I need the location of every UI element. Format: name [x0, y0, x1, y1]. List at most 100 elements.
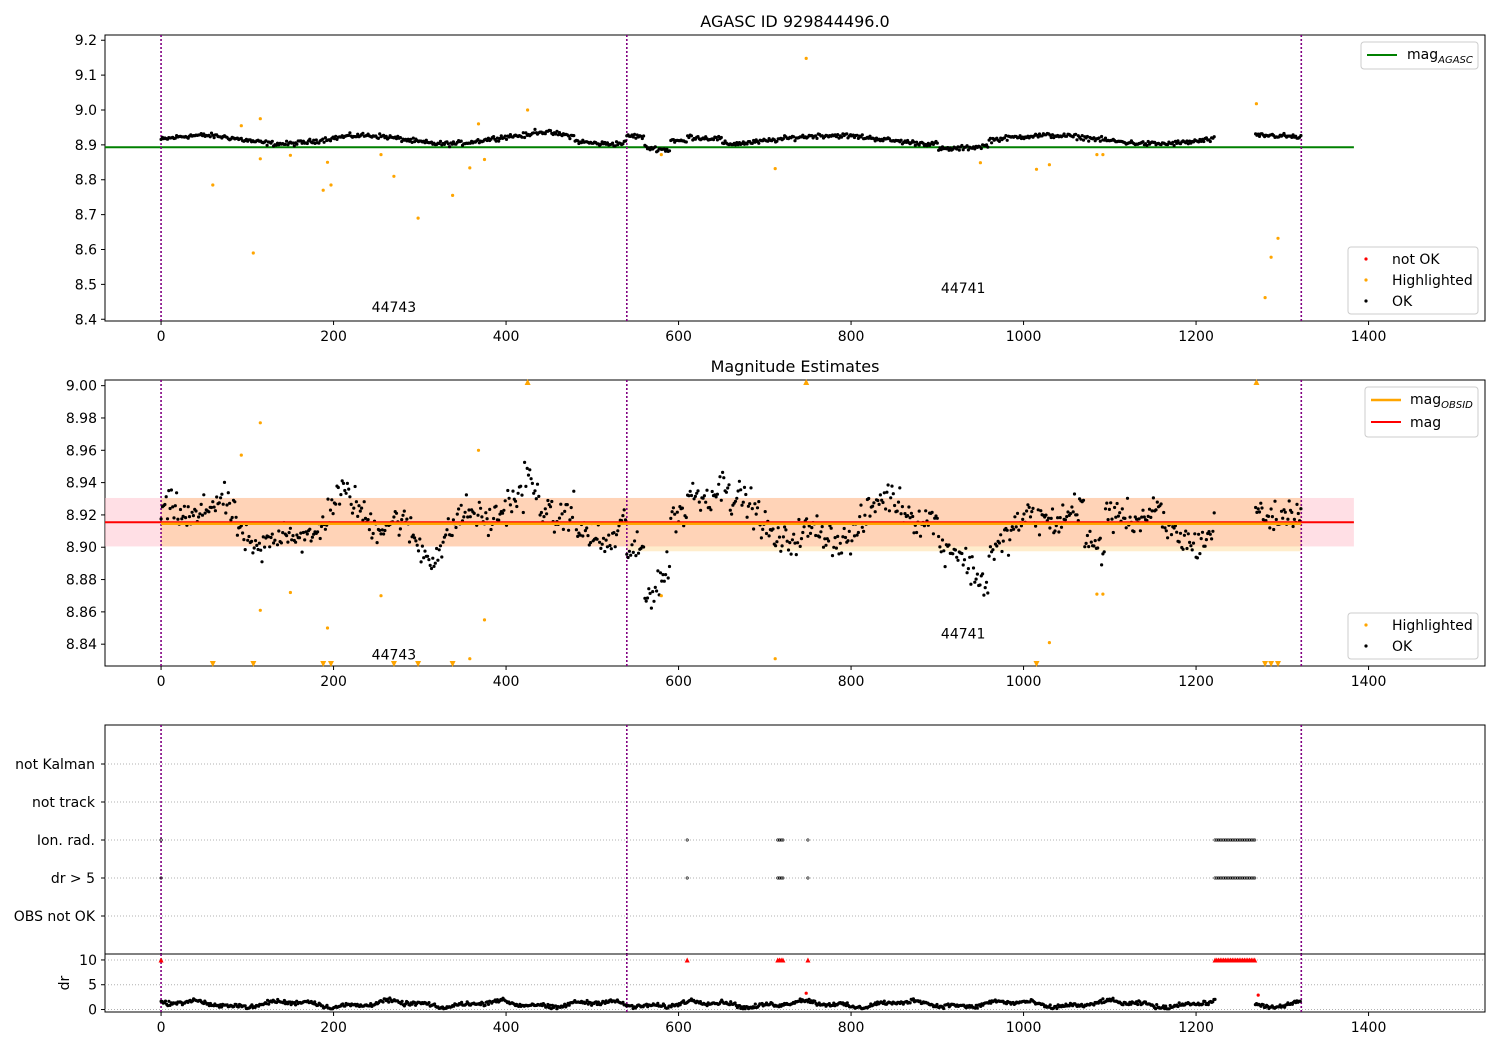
ok-point	[966, 567, 971, 571]
ok-point	[912, 531, 916, 535]
highlighted-point	[482, 157, 487, 162]
ok-point	[401, 513, 405, 517]
ok-point	[1049, 135, 1053, 140]
flag-point	[1241, 838, 1245, 842]
ok-point	[794, 553, 798, 557]
ok-point	[164, 495, 168, 499]
ok-point	[583, 529, 588, 533]
ok-point	[764, 531, 769, 536]
ok-point	[354, 135, 358, 139]
ok-point	[722, 476, 726, 480]
ok-point	[1208, 139, 1212, 144]
ok-point	[704, 500, 708, 504]
ok-point	[1212, 135, 1216, 139]
dr-point	[973, 1006, 977, 1010]
ok-point	[394, 511, 399, 515]
ok-point	[873, 510, 877, 514]
ok-point	[863, 513, 867, 517]
ok-point	[777, 535, 782, 539]
ok-point	[935, 141, 939, 145]
ok-point	[882, 491, 886, 495]
x-tick-label: 200	[320, 329, 347, 345]
ok-point	[256, 547, 260, 552]
ok-point	[1207, 530, 1211, 534]
ok-point	[1034, 524, 1038, 528]
legend-label-ok-2: OK	[1392, 639, 1413, 655]
flag-point	[1222, 876, 1226, 880]
ok-point	[414, 539, 418, 543]
ok-point	[599, 142, 603, 146]
ok-point	[872, 501, 876, 505]
ok-point	[671, 506, 676, 510]
dr-point	[1261, 1003, 1265, 1007]
ok-point	[438, 139, 443, 143]
ok-point	[684, 140, 688, 144]
flag-point	[1234, 876, 1238, 880]
ok-point	[911, 514, 915, 519]
ok-point	[653, 145, 657, 149]
highlighted-point	[476, 122, 481, 126]
ok-point	[971, 566, 976, 570]
ok-point	[956, 145, 960, 149]
ok-point	[1085, 533, 1089, 538]
ok-point	[507, 135, 511, 139]
ok-point	[464, 493, 468, 497]
ok-point	[1098, 536, 1102, 540]
dr-point	[400, 999, 404, 1004]
ok-point	[1269, 507, 1273, 511]
ok-point	[859, 503, 863, 507]
ok-point	[614, 140, 619, 144]
highlighted-marker-down	[1033, 661, 1040, 667]
ok-point	[1154, 508, 1158, 512]
ok-point	[202, 493, 206, 497]
dr-point	[1201, 1002, 1205, 1006]
ok-point	[503, 134, 507, 138]
dr-point	[974, 1003, 978, 1007]
ok-point	[416, 549, 421, 553]
ok-point	[730, 512, 734, 516]
ok-point	[341, 481, 346, 485]
ok-point	[1050, 133, 1055, 137]
ok-point	[260, 560, 264, 564]
ok-point	[752, 527, 756, 531]
ok-point	[786, 548, 791, 552]
ok-point	[181, 514, 185, 519]
ok-point	[1146, 514, 1150, 519]
ok-point	[217, 501, 221, 505]
ok-point	[1115, 501, 1119, 506]
ok-point	[908, 516, 912, 520]
ok-point	[198, 512, 202, 516]
ok-point	[793, 541, 797, 545]
highlighted-point	[1263, 296, 1267, 300]
ok-point	[440, 555, 444, 559]
ok-point	[814, 533, 818, 538]
ok-point	[1172, 143, 1176, 148]
ok-point	[410, 140, 414, 144]
ok-point	[842, 526, 846, 531]
ok-point	[169, 488, 173, 492]
ok-point	[314, 138, 318, 142]
ok-point	[953, 548, 958, 552]
ok-point	[413, 536, 417, 540]
ok-point	[321, 137, 325, 141]
highlighted-point	[325, 626, 330, 630]
ok-point	[321, 515, 325, 519]
ok-point	[1185, 546, 1189, 551]
highlighted-marker-down	[209, 661, 216, 667]
ok-point	[601, 536, 606, 540]
ok-point	[1197, 140, 1201, 144]
highlighted-point	[258, 117, 262, 121]
ok-point	[1137, 517, 1141, 521]
ok-point	[1256, 507, 1260, 511]
ok-point	[400, 518, 404, 522]
ok-point	[548, 505, 553, 509]
ok-point	[308, 137, 312, 141]
ok-point	[589, 541, 593, 545]
ok-point	[946, 146, 950, 150]
ok-point	[211, 133, 215, 137]
ok-point	[1149, 515, 1153, 520]
ok-point	[823, 537, 827, 541]
ok-point	[1031, 506, 1035, 510]
legend-label-mag: mag	[1410, 415, 1441, 431]
ok-point	[907, 505, 911, 509]
